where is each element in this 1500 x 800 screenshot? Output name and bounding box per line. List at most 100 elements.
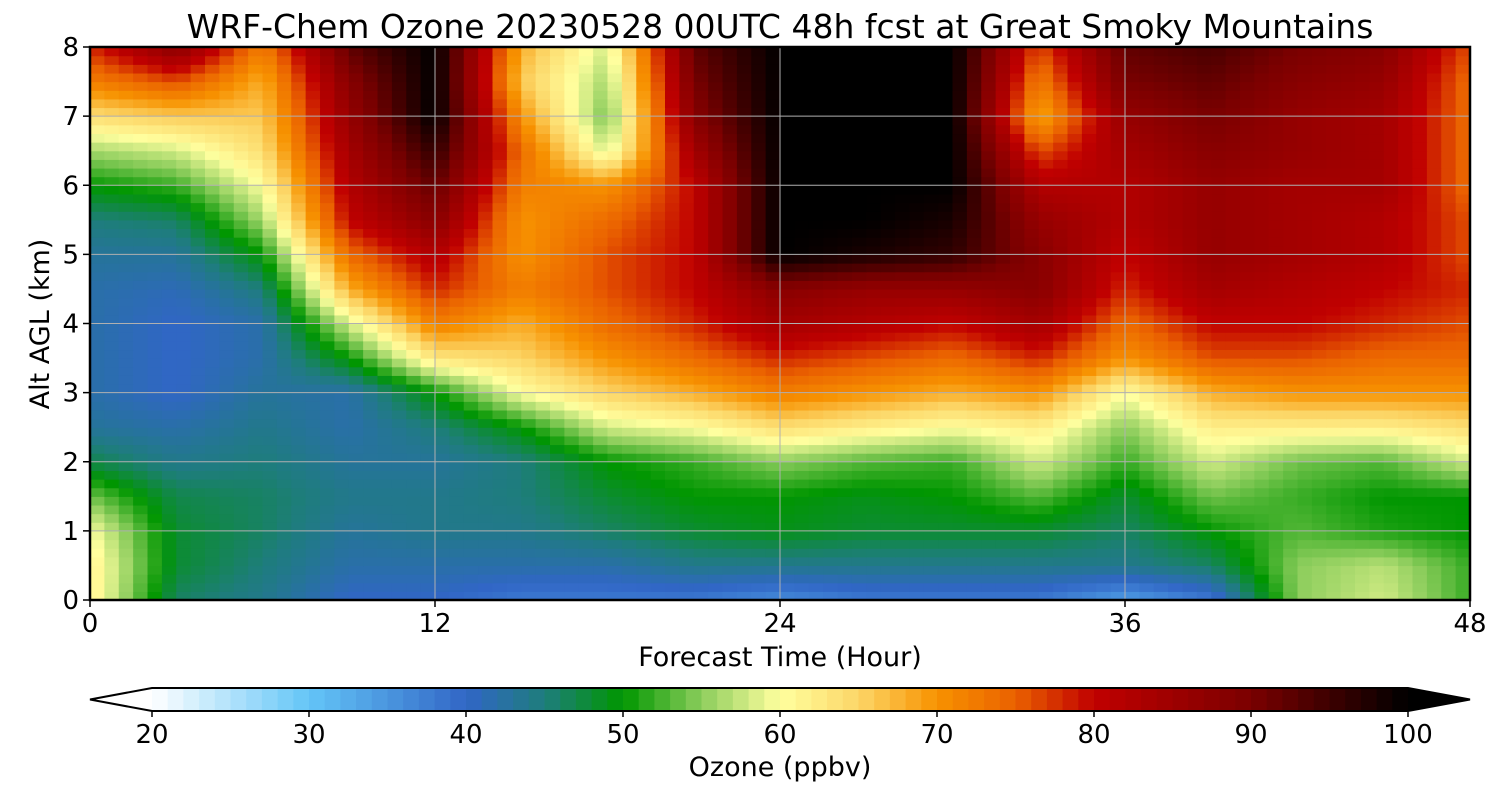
heatmap-cell	[665, 202, 680, 212]
heatmap-cell	[147, 470, 163, 480]
heatmap-cell	[363, 427, 379, 437]
heatmap-cell	[693, 202, 709, 212]
heatmap-cell	[1096, 548, 1112, 558]
heatmap-cell	[823, 582, 839, 592]
heatmap-cell	[866, 591, 882, 600]
heatmap-cell	[952, 254, 968, 264]
heatmap-cell	[1153, 487, 1169, 497]
heatmap-cell	[1010, 306, 1025, 316]
heatmap-cell	[981, 202, 997, 212]
heatmap-cell	[133, 306, 149, 316]
heatmap-cell	[995, 254, 1011, 264]
heatmap-cell	[420, 504, 436, 515]
heatmap-cell	[1441, 487, 1457, 497]
heatmap-cell	[923, 582, 939, 592]
heatmap-cell	[1053, 358, 1069, 368]
heatmap-cell	[233, 358, 249, 368]
heatmap-cell	[679, 211, 695, 221]
heatmap-cell	[219, 444, 235, 454]
heatmap-cell	[118, 142, 134, 152]
heatmap-cell	[161, 530, 177, 541]
heatmap-cell	[1081, 392, 1097, 402]
heatmap-cell	[248, 453, 264, 463]
heatmap-cell	[1010, 470, 1025, 480]
heatmap-cell	[1225, 487, 1241, 497]
heatmap-cell	[564, 306, 580, 316]
heatmap-cell	[880, 418, 896, 428]
heatmap-cell	[305, 271, 321, 281]
heatmap-cell	[348, 401, 364, 411]
heatmap-cell	[823, 332, 839, 342]
heatmap-cell	[363, 219, 379, 230]
heatmap-cell	[463, 574, 479, 584]
heatmap-cell	[449, 496, 465, 506]
heatmap-cell	[1283, 582, 1299, 592]
heatmap-cell	[1168, 582, 1184, 592]
heatmap-cell	[665, 254, 680, 264]
heatmap-cell	[449, 366, 465, 376]
heatmap-cell	[334, 159, 350, 169]
heatmap-cell	[1283, 332, 1299, 342]
heatmap-cell	[1110, 565, 1126, 575]
heatmap-cell	[1455, 349, 1470, 359]
heatmap-cell	[363, 461, 379, 471]
heatmap-cell	[90, 263, 105, 273]
heatmap-cell	[420, 340, 436, 351]
heatmap-cell	[1110, 332, 1126, 342]
heatmap-cell	[722, 522, 738, 532]
heatmap-cell	[909, 461, 925, 471]
heatmap-cell	[765, 522, 781, 532]
heatmap-cell	[147, 539, 163, 549]
heatmap-cell	[851, 349, 867, 359]
heatmap-cell	[593, 470, 609, 480]
heatmap-cell	[851, 237, 867, 247]
heatmap-cell	[1211, 383, 1227, 394]
heatmap-cell	[636, 418, 652, 428]
heatmap-cell	[550, 479, 565, 489]
heatmap-cell	[1182, 254, 1198, 264]
heatmap-cell	[420, 461, 436, 471]
heatmap-cell	[1053, 444, 1069, 454]
heatmap-cell	[1326, 297, 1342, 307]
heatmap-cell	[320, 418, 335, 428]
heatmap-cell	[1268, 167, 1284, 178]
heatmap-cell	[851, 340, 867, 351]
heatmap-cell	[765, 513, 781, 523]
heatmap-cell	[1081, 383, 1097, 394]
heatmap-cell	[966, 254, 982, 264]
heatmap-cell	[550, 150, 565, 160]
heatmap-cell	[593, 202, 609, 212]
heatmap-cell	[1340, 392, 1356, 402]
heatmap-cell	[1398, 487, 1414, 497]
heatmap-cell	[262, 159, 278, 169]
heatmap-cell	[708, 453, 724, 463]
heatmap-cell	[1153, 556, 1169, 567]
heatmap-cell	[837, 565, 853, 575]
heatmap-cell	[1254, 470, 1270, 480]
heatmap-cell	[679, 202, 695, 212]
heatmap-cell	[118, 496, 134, 506]
heatmap-cell	[1153, 591, 1169, 600]
heatmap-cell	[909, 375, 925, 385]
heatmap-cell	[478, 548, 494, 558]
heatmap-cell	[1283, 496, 1299, 506]
heatmap-cell	[104, 263, 120, 273]
heatmap-cell	[1283, 574, 1299, 584]
heatmap-cell	[607, 496, 623, 506]
heatmap-cell	[593, 539, 609, 549]
heatmap-cell	[794, 418, 810, 428]
heatmap-cell	[1340, 159, 1356, 169]
heatmap-cell	[377, 383, 393, 394]
heatmap-cell	[1196, 340, 1212, 351]
heatmap-cell	[1283, 288, 1299, 299]
heatmap-cell	[219, 263, 235, 273]
heatmap-cell	[665, 150, 680, 160]
heatmap-cell	[751, 522, 767, 532]
heatmap-cell	[1355, 591, 1370, 600]
heatmap-cell	[751, 582, 767, 592]
heatmap-cell	[435, 461, 450, 471]
heatmap-cell	[463, 444, 479, 454]
heatmap-cell	[636, 219, 652, 230]
heatmap-cell	[377, 479, 393, 489]
heatmap-cell	[190, 185, 206, 195]
